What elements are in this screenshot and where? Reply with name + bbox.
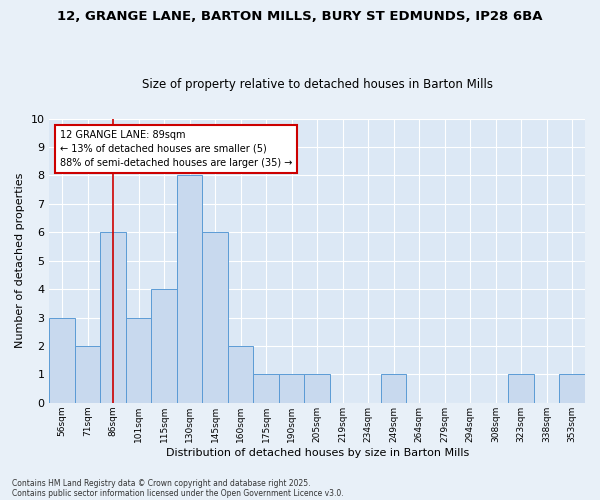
Bar (49, 318, 75, 403)
Bar (202, 232, 228, 403)
Bar (381, 374, 406, 403)
Bar (508, 374, 534, 403)
Bar (228, 346, 253, 403)
Bar (126, 318, 151, 403)
Text: Contains HM Land Registry data © Crown copyright and database right 2025.: Contains HM Land Registry data © Crown c… (12, 478, 311, 488)
Bar (151, 289, 177, 403)
Bar (279, 374, 304, 403)
Bar (559, 374, 585, 403)
Bar (253, 374, 279, 403)
Y-axis label: Number of detached properties: Number of detached properties (15, 173, 25, 348)
Text: Contains public sector information licensed under the Open Government Licence v3: Contains public sector information licen… (12, 488, 344, 498)
Bar (177, 176, 202, 403)
Text: 12, GRANGE LANE, BARTON MILLS, BURY ST EDMUNDS, IP28 6BA: 12, GRANGE LANE, BARTON MILLS, BURY ST E… (57, 10, 543, 23)
X-axis label: Distribution of detached houses by size in Barton Mills: Distribution of detached houses by size … (166, 448, 469, 458)
Title: Size of property relative to detached houses in Barton Mills: Size of property relative to detached ho… (142, 78, 493, 91)
Bar (75, 346, 100, 403)
Text: 12 GRANGE LANE: 89sqm
← 13% of detached houses are smaller (5)
88% of semi-detac: 12 GRANGE LANE: 89sqm ← 13% of detached … (60, 130, 293, 168)
Bar (304, 374, 330, 403)
Bar (100, 232, 126, 403)
